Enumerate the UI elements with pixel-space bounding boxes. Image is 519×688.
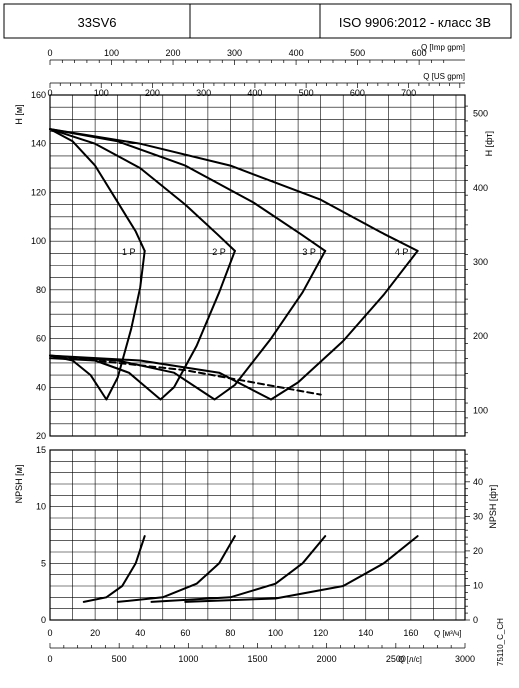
- standard-label: ISO 9906:2012 - класс 3B: [339, 15, 491, 30]
- head-y2-tick-label: 200: [473, 331, 488, 341]
- lps-tick-label: 500: [112, 654, 127, 664]
- npsh-y2-tick-label: 40: [473, 477, 483, 487]
- imp-gpm-tick-label: 400: [289, 48, 304, 58]
- us-gpm-tick-label: 100: [94, 88, 109, 98]
- us-gpm-tick-label: 200: [145, 88, 160, 98]
- curves: [49, 128, 419, 603]
- drawing-code: 75110_C_CH: [496, 618, 505, 666]
- lps-axis-label: Q [л/с]: [398, 655, 422, 664]
- npsh-y2-tick-label: 10: [473, 580, 483, 590]
- imp-gpm-tick-label: 500: [350, 48, 365, 58]
- x-m3h-axis-label: Q [м³/ч]: [434, 629, 461, 638]
- npsh-curve-2p: [116, 535, 236, 603]
- head-y-tick-label: 140: [31, 139, 46, 149]
- grid: [49, 94, 465, 621]
- efficiency-curve-2p: [49, 249, 236, 401]
- x-m3h-tick-label: 60: [180, 628, 190, 638]
- x-m3h-tick-label: 140: [358, 628, 373, 638]
- x-m3h-tick-label: 80: [225, 628, 235, 638]
- npsh-y-tick-label: 10: [36, 502, 46, 512]
- head-y-tick-label: 80: [36, 285, 46, 295]
- axes: [49, 59, 470, 649]
- head-y2-axis-label: H [фт]: [484, 131, 494, 156]
- npsh-y-axis-label: NPSH [м]: [14, 465, 24, 504]
- imp-gpm-tick-label: 200: [166, 48, 181, 58]
- us-gpm-axis-label: Q [US gpm]: [423, 72, 465, 81]
- imp-gpm-axis-label: Q [Imp gpm]: [421, 43, 465, 52]
- head-plot-frame: [49, 94, 466, 437]
- efficiency-curve-4p: [49, 249, 419, 401]
- head-curve-4p: [49, 128, 419, 252]
- lps-tick-label: 3000: [455, 654, 475, 664]
- head-curve-1p: [49, 128, 146, 252]
- us-gpm-tick-label: 300: [196, 88, 211, 98]
- lps-tick-label: 1000: [178, 654, 198, 664]
- npsh-curve-1p: [82, 535, 146, 603]
- head-y2-tick-label: 300: [473, 257, 488, 267]
- head-y-axis-label: H [м]: [14, 104, 24, 124]
- head-curve-3p: [49, 128, 327, 252]
- npsh-curve-4p: [184, 535, 419, 603]
- efficiency-curve-1p: [49, 249, 146, 401]
- head-y-tick-label: 60: [36, 334, 46, 344]
- header-box: [3, 3, 512, 39]
- x-m3h-tick-label: 20: [90, 628, 100, 638]
- curve-label: 3 P: [302, 247, 316, 257]
- npsh-y-tick-label: 0: [41, 615, 46, 625]
- x-m3h-tick-label: 100: [268, 628, 283, 638]
- imp-gpm-tick-label: 600: [412, 48, 427, 58]
- head-y-tick-label: 100: [31, 236, 46, 246]
- curve-label: 1 P: [122, 247, 136, 257]
- npsh-y-tick-label: 15: [36, 445, 46, 455]
- us-gpm-tick-label: 400: [247, 88, 262, 98]
- us-gpm-tick-label: 500: [299, 88, 314, 98]
- head-curve-2p: [49, 128, 236, 252]
- head-y-tick-label: 20: [36, 431, 46, 441]
- head-y-tick-label: 40: [36, 382, 46, 392]
- head-y2-tick-label: 400: [473, 183, 488, 193]
- head-y-tick-label: 160: [31, 90, 46, 100]
- us-gpm-tick-label: 700: [401, 88, 416, 98]
- x-m3h-tick-label: 0: [47, 628, 52, 638]
- us-gpm-tick-label: 0: [47, 88, 52, 98]
- head-y2-tick-label: 500: [473, 109, 488, 119]
- model-label: 33SV6: [77, 15, 116, 30]
- npsh-y2-tick-label: 30: [473, 511, 483, 521]
- curve-label: 2 P: [212, 247, 226, 257]
- npsh-y-tick-label: 5: [41, 558, 46, 568]
- us-gpm-tick-label: 600: [350, 88, 365, 98]
- head-y2-tick-label: 100: [473, 405, 488, 415]
- imp-gpm-tick-label: 0: [47, 48, 52, 58]
- npsh-y2-axis-label: NPSH [фт]: [488, 485, 498, 529]
- dashed-curve: [49, 354, 322, 396]
- efficiency-curve-3p: [49, 249, 327, 401]
- npsh-curve-3p: [150, 535, 327, 603]
- lps-tick-label: 1500: [247, 654, 267, 664]
- npsh-y2-tick-label: 20: [473, 546, 483, 556]
- x-m3h-tick-label: 40: [135, 628, 145, 638]
- lps-tick-label: 2000: [317, 654, 337, 664]
- lps-tick-label: 2500: [386, 654, 406, 664]
- npsh-plot-frame: [49, 449, 466, 621]
- x-m3h-tick-label: 120: [313, 628, 328, 638]
- lps-tick-label: 0: [47, 654, 52, 664]
- npsh-y2-tick-label: 0: [473, 615, 478, 625]
- curve-label: 4 P: [395, 247, 409, 257]
- head-y-tick-label: 120: [31, 187, 46, 197]
- x-m3h-tick-label: 160: [403, 628, 418, 638]
- imp-gpm-tick-label: 100: [104, 48, 119, 58]
- imp-gpm-tick-label: 300: [227, 48, 242, 58]
